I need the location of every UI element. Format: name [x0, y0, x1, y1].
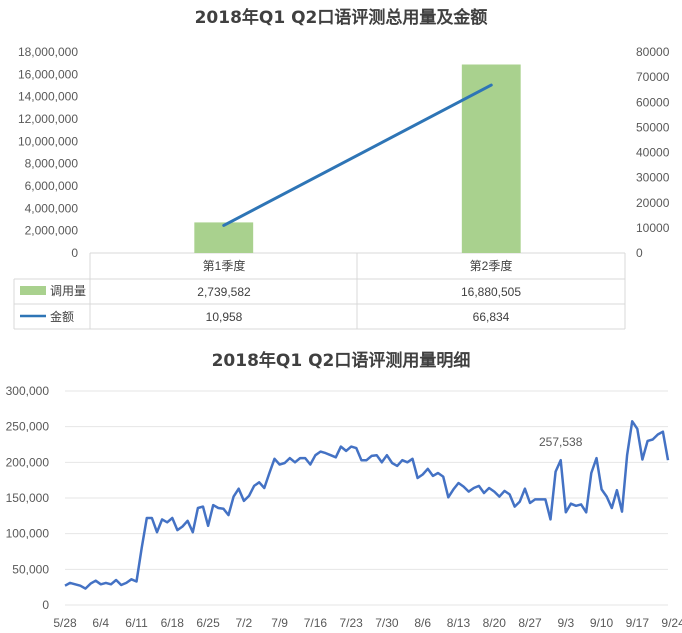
x-tick-label: 9/10 [590, 616, 614, 630]
left-tick-label: 2,000,000 [25, 224, 79, 238]
table-header-q2: 第2季度 [470, 258, 513, 273]
y-tick-label: 200,000 [6, 455, 50, 469]
right-tick-label: 10000 [636, 221, 670, 235]
left-tick-label: 18,000,000 [18, 45, 78, 59]
chart1-title: 2018年Q1 Q2口语评测总用量及金额 [195, 7, 488, 28]
chart1-bars [194, 64, 521, 253]
bar-calls [194, 222, 254, 253]
table-header-q1: 第1季度 [203, 258, 246, 273]
line-amount [222, 83, 493, 227]
y-tick-label: 150,000 [6, 491, 50, 505]
left-tick-label: 6,000,000 [25, 179, 79, 193]
table-cell-amount-q2: 66,834 [473, 310, 510, 324]
x-tick-label: 6/18 [161, 616, 185, 630]
x-tick-label: 8/13 [447, 616, 471, 630]
chart1-line-series [222, 83, 493, 227]
chart1-right-axis: 0 10000 20000 30000 40000 50000 60000 70000 8000… [636, 45, 670, 260]
left-tick-label: 10,000,000 [18, 134, 78, 148]
left-tick-label: 16,000,000 [18, 67, 78, 81]
right-tick-label: 0 [636, 246, 643, 260]
left-tick-label: 4,000,000 [25, 201, 79, 215]
chart2-line-series [64, 420, 670, 590]
left-tick-label: 12,000,000 [18, 112, 78, 126]
chart1-data-table: 第1季度 第2季度 调用量 2,739,582 16,880,505 金额 10… [13, 253, 626, 330]
x-tick-label: 7/9 [271, 616, 288, 630]
bar-calls [461, 64, 521, 253]
left-tick-label: 0 [71, 246, 78, 260]
y-tick-label: 50,000 [12, 562, 49, 576]
right-tick-label: 70000 [636, 70, 670, 84]
usage-line [64, 420, 670, 590]
y-tick-label: 100,000 [6, 527, 50, 541]
chart1-left-axis: 0 2,000,000 4,000,000 6,000,000 8,000,000 10,… [18, 45, 78, 260]
legend-swatch-calls [20, 286, 46, 295]
chart2-title: 2018年Q1 Q2口语评测用量明细 [212, 350, 471, 371]
table-cell-calls-q1: 2,739,582 [197, 285, 251, 299]
y-tick-label: 0 [42, 598, 49, 612]
left-tick-label: 8,000,000 [25, 157, 79, 171]
y-tick-label: 250,000 [6, 420, 50, 434]
chart2-y-axis: 0 50,000 100,000 150,000 200,000 250,000 300,0… [6, 384, 50, 612]
x-tick-label: 8/27 [518, 616, 542, 630]
x-tick-label: 9/3 [557, 616, 574, 630]
left-tick-label: 14,000,000 [18, 90, 78, 104]
right-tick-label: 60000 [636, 95, 670, 109]
x-tick-label: 6/25 [196, 616, 220, 630]
table-cell-amount-q1: 10,958 [206, 310, 243, 324]
x-tick-label: 7/30 [375, 616, 399, 630]
x-tick-label: 8/6 [414, 616, 431, 630]
x-tick-label: 7/23 [339, 616, 363, 630]
x-tick-label: 8/20 [483, 616, 507, 630]
y-tick-label: 300,000 [6, 384, 50, 398]
right-tick-label: 40000 [636, 146, 670, 160]
x-tick-label: 9/24 [661, 616, 682, 630]
legend-label-amount: 金额 [50, 309, 74, 324]
right-tick-label: 50000 [636, 120, 670, 134]
table-cell-calls-q2: 16,880,505 [461, 285, 521, 299]
chart2-gridlines [65, 390, 668, 606]
x-tick-label: 5/28 [53, 616, 77, 630]
x-tick-label: 7/16 [304, 616, 328, 630]
x-tick-label: 6/11 [125, 616, 148, 630]
chart2-peak-label: 257,538 [539, 435, 583, 449]
right-tick-label: 30000 [636, 171, 670, 185]
right-tick-label: 20000 [636, 196, 670, 210]
x-tick-label: 7/2 [236, 616, 253, 630]
x-tick-label: 9/17 [626, 616, 650, 630]
chart2-x-axis: 5/28 6/4 6/11 6/18 6/25 7/2 7/9 7/16 7/23 7/30 8/6… [53, 616, 682, 630]
legend-label-calls: 调用量 [50, 284, 86, 298]
x-tick-label: 6/4 [92, 616, 109, 630]
right-tick-label: 80000 [636, 45, 670, 59]
